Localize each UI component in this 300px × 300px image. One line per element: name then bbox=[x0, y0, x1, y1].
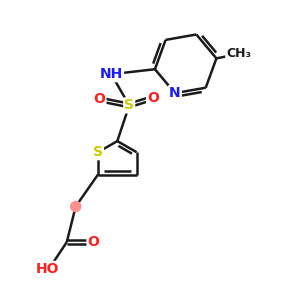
Text: O: O bbox=[88, 235, 100, 249]
Text: NH: NH bbox=[100, 67, 123, 81]
Text: O: O bbox=[147, 91, 159, 105]
Circle shape bbox=[70, 201, 81, 212]
Text: HO: HO bbox=[36, 262, 59, 276]
Circle shape bbox=[87, 236, 100, 249]
Text: O: O bbox=[94, 92, 105, 106]
Text: N: N bbox=[169, 86, 181, 100]
Text: CH₃: CH₃ bbox=[226, 47, 251, 60]
Text: S: S bbox=[124, 98, 134, 112]
Text: S: S bbox=[93, 145, 103, 159]
